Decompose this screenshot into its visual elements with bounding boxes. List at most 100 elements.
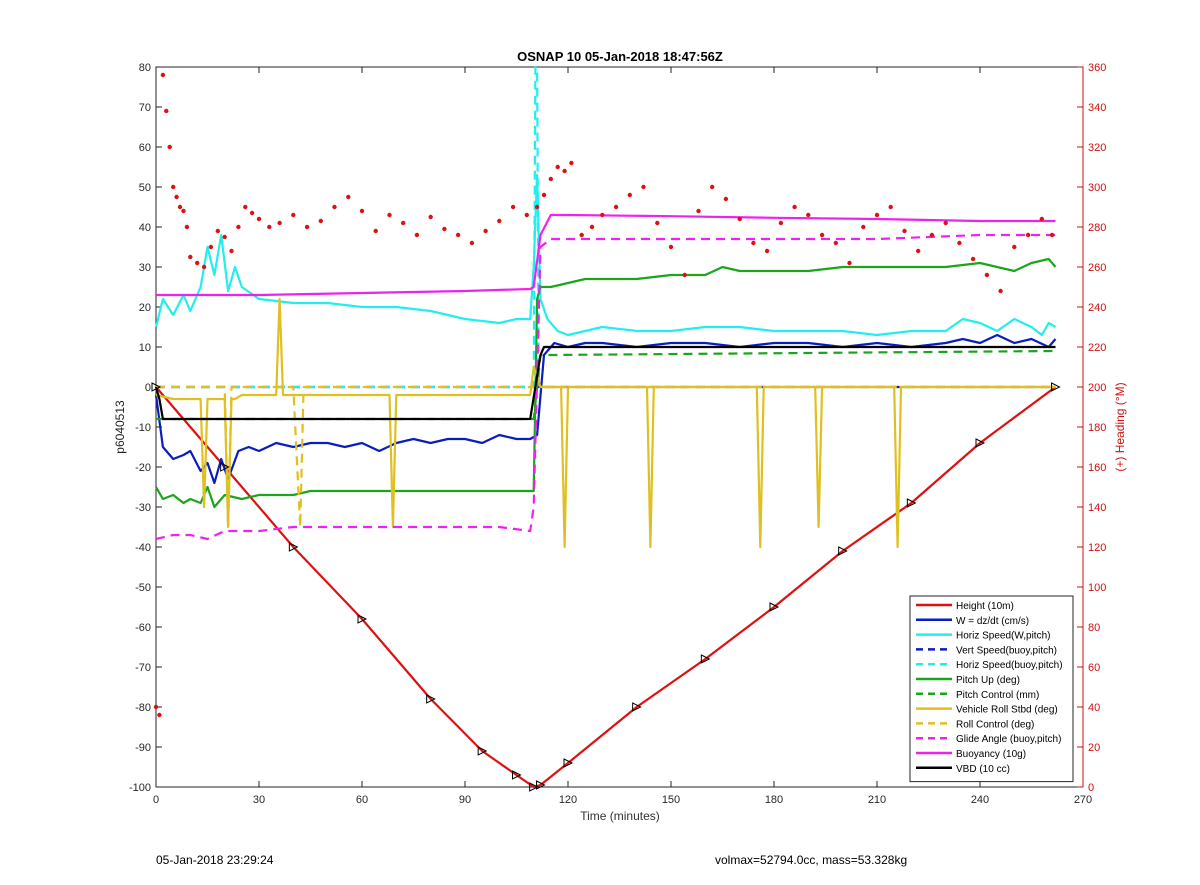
right-y-tick-label: 140 bbox=[1088, 502, 1106, 514]
heading-point bbox=[819, 232, 825, 238]
heading-point bbox=[243, 204, 248, 210]
heading-point bbox=[534, 204, 540, 210]
heading-point bbox=[1012, 244, 1017, 250]
heading-point bbox=[222, 234, 227, 240]
height-marker bbox=[512, 770, 522, 780]
right-y-tick-label: 100 bbox=[1088, 582, 1106, 594]
heading-point bbox=[579, 232, 584, 238]
heading-point bbox=[256, 216, 262, 222]
right-y-tick-label: 180 bbox=[1088, 422, 1106, 434]
heading-point bbox=[548, 176, 553, 182]
heading-point bbox=[710, 184, 715, 190]
x-tick-label: 210 bbox=[868, 794, 886, 806]
heading-point bbox=[916, 248, 921, 254]
y-tick-label: 50 bbox=[139, 182, 151, 194]
y-tick-label: 80 bbox=[139, 62, 151, 74]
heading-point bbox=[1049, 232, 1055, 238]
y-tick-label: 40 bbox=[139, 222, 151, 234]
y-tick-label: -50 bbox=[135, 582, 151, 594]
height-marker bbox=[151, 382, 162, 392]
heading-point bbox=[569, 160, 574, 166]
y-tick-label: -10 bbox=[135, 422, 151, 434]
heading-point bbox=[249, 210, 255, 216]
heading-point bbox=[888, 204, 893, 210]
heading-point bbox=[1039, 216, 1045, 222]
right-axis-label: (+) Heading (°M) bbox=[1113, 382, 1127, 471]
legend-label: Vert Speed(buoy,pitch) bbox=[956, 645, 1057, 656]
heading-point bbox=[455, 232, 461, 238]
right-y-tick-label: 300 bbox=[1088, 182, 1106, 194]
height-marker bbox=[220, 462, 230, 472]
legend-label: Roll Control (deg) bbox=[956, 719, 1034, 730]
legend-label: Horiz Speed(buoy,pitch) bbox=[956, 660, 1063, 671]
legend-label: Pitch Up (deg) bbox=[956, 675, 1020, 686]
series-line-9 bbox=[155, 233, 1056, 541]
y-axis-label: p6040513 bbox=[113, 400, 127, 454]
heading-point bbox=[682, 272, 687, 278]
heading-point bbox=[160, 72, 166, 78]
x-tick-label: 90 bbox=[459, 794, 471, 806]
heading-point bbox=[188, 254, 193, 260]
y-tick-label: 0 bbox=[145, 382, 151, 394]
heading-point bbox=[510, 204, 516, 210]
series-line-0 bbox=[155, 386, 1057, 789]
height-marker bbox=[769, 602, 780, 612]
x-tick-label: 240 bbox=[971, 794, 989, 806]
right-y-tick-label: 40 bbox=[1088, 702, 1100, 714]
heading-point bbox=[171, 184, 176, 190]
y-tick-label: -40 bbox=[135, 542, 151, 554]
height-marker bbox=[426, 694, 436, 704]
heading-point bbox=[970, 256, 976, 262]
height-marker bbox=[906, 498, 917, 508]
legend-label: Vehicle Roll Stbd (deg) bbox=[956, 705, 1058, 716]
y-tick-label: -70 bbox=[135, 662, 151, 674]
heading-point bbox=[806, 212, 811, 218]
heading-point bbox=[195, 260, 200, 266]
heading-point bbox=[318, 218, 323, 224]
heading-point bbox=[641, 184, 646, 190]
heading-point bbox=[401, 220, 406, 226]
heading-point bbox=[655, 220, 660, 226]
heading-point bbox=[541, 192, 547, 198]
legend-label: Height (10m) bbox=[956, 601, 1014, 612]
y-tick-label: -30 bbox=[135, 502, 151, 514]
heading-point bbox=[874, 212, 880, 218]
heading-point bbox=[929, 232, 935, 238]
heading-point bbox=[723, 196, 729, 202]
heading-point bbox=[696, 208, 701, 214]
height-marker bbox=[529, 782, 539, 792]
right-y-tick-label: 20 bbox=[1088, 742, 1100, 754]
heading-point bbox=[627, 192, 632, 198]
legend-label: VBD (10 cc) bbox=[956, 764, 1010, 775]
heading-point bbox=[984, 272, 990, 278]
heading-point bbox=[1025, 232, 1031, 238]
heading-point bbox=[555, 164, 560, 170]
chart-title: OSNAP 10 05-Jan-2018 18:47:56Z bbox=[517, 49, 723, 64]
right-y-tick-label: 260 bbox=[1088, 262, 1106, 274]
series-line-2 bbox=[154, 173, 1057, 337]
heading-point bbox=[764, 248, 770, 254]
series-line-7 bbox=[155, 297, 1056, 549]
heading-point bbox=[751, 240, 756, 246]
heading-point bbox=[902, 228, 907, 234]
right-y-tick-label: 120 bbox=[1088, 542, 1106, 554]
heading-point bbox=[167, 144, 172, 150]
height-marker bbox=[700, 654, 711, 664]
legend-label: Buoyancy (10g) bbox=[956, 749, 1026, 760]
heading-point bbox=[847, 260, 852, 266]
x-tick-label: 0 bbox=[153, 794, 159, 806]
heading-point bbox=[304, 224, 310, 230]
heading-point bbox=[524, 212, 529, 218]
height-marker bbox=[288, 542, 299, 552]
heading-point bbox=[201, 264, 207, 270]
right-y-tick-label: 340 bbox=[1088, 102, 1106, 114]
heading-point bbox=[737, 216, 742, 222]
heading-point bbox=[469, 240, 475, 246]
right-y-tick-label: 160 bbox=[1088, 462, 1106, 474]
heading-point bbox=[668, 244, 674, 250]
legend-label: W = dz/dt (cm/s) bbox=[956, 616, 1029, 627]
y-tick-label: 20 bbox=[139, 302, 151, 314]
right-y-tick-label: 320 bbox=[1088, 142, 1106, 154]
x-tick-label: 150 bbox=[662, 794, 680, 806]
height-marker bbox=[357, 614, 368, 624]
